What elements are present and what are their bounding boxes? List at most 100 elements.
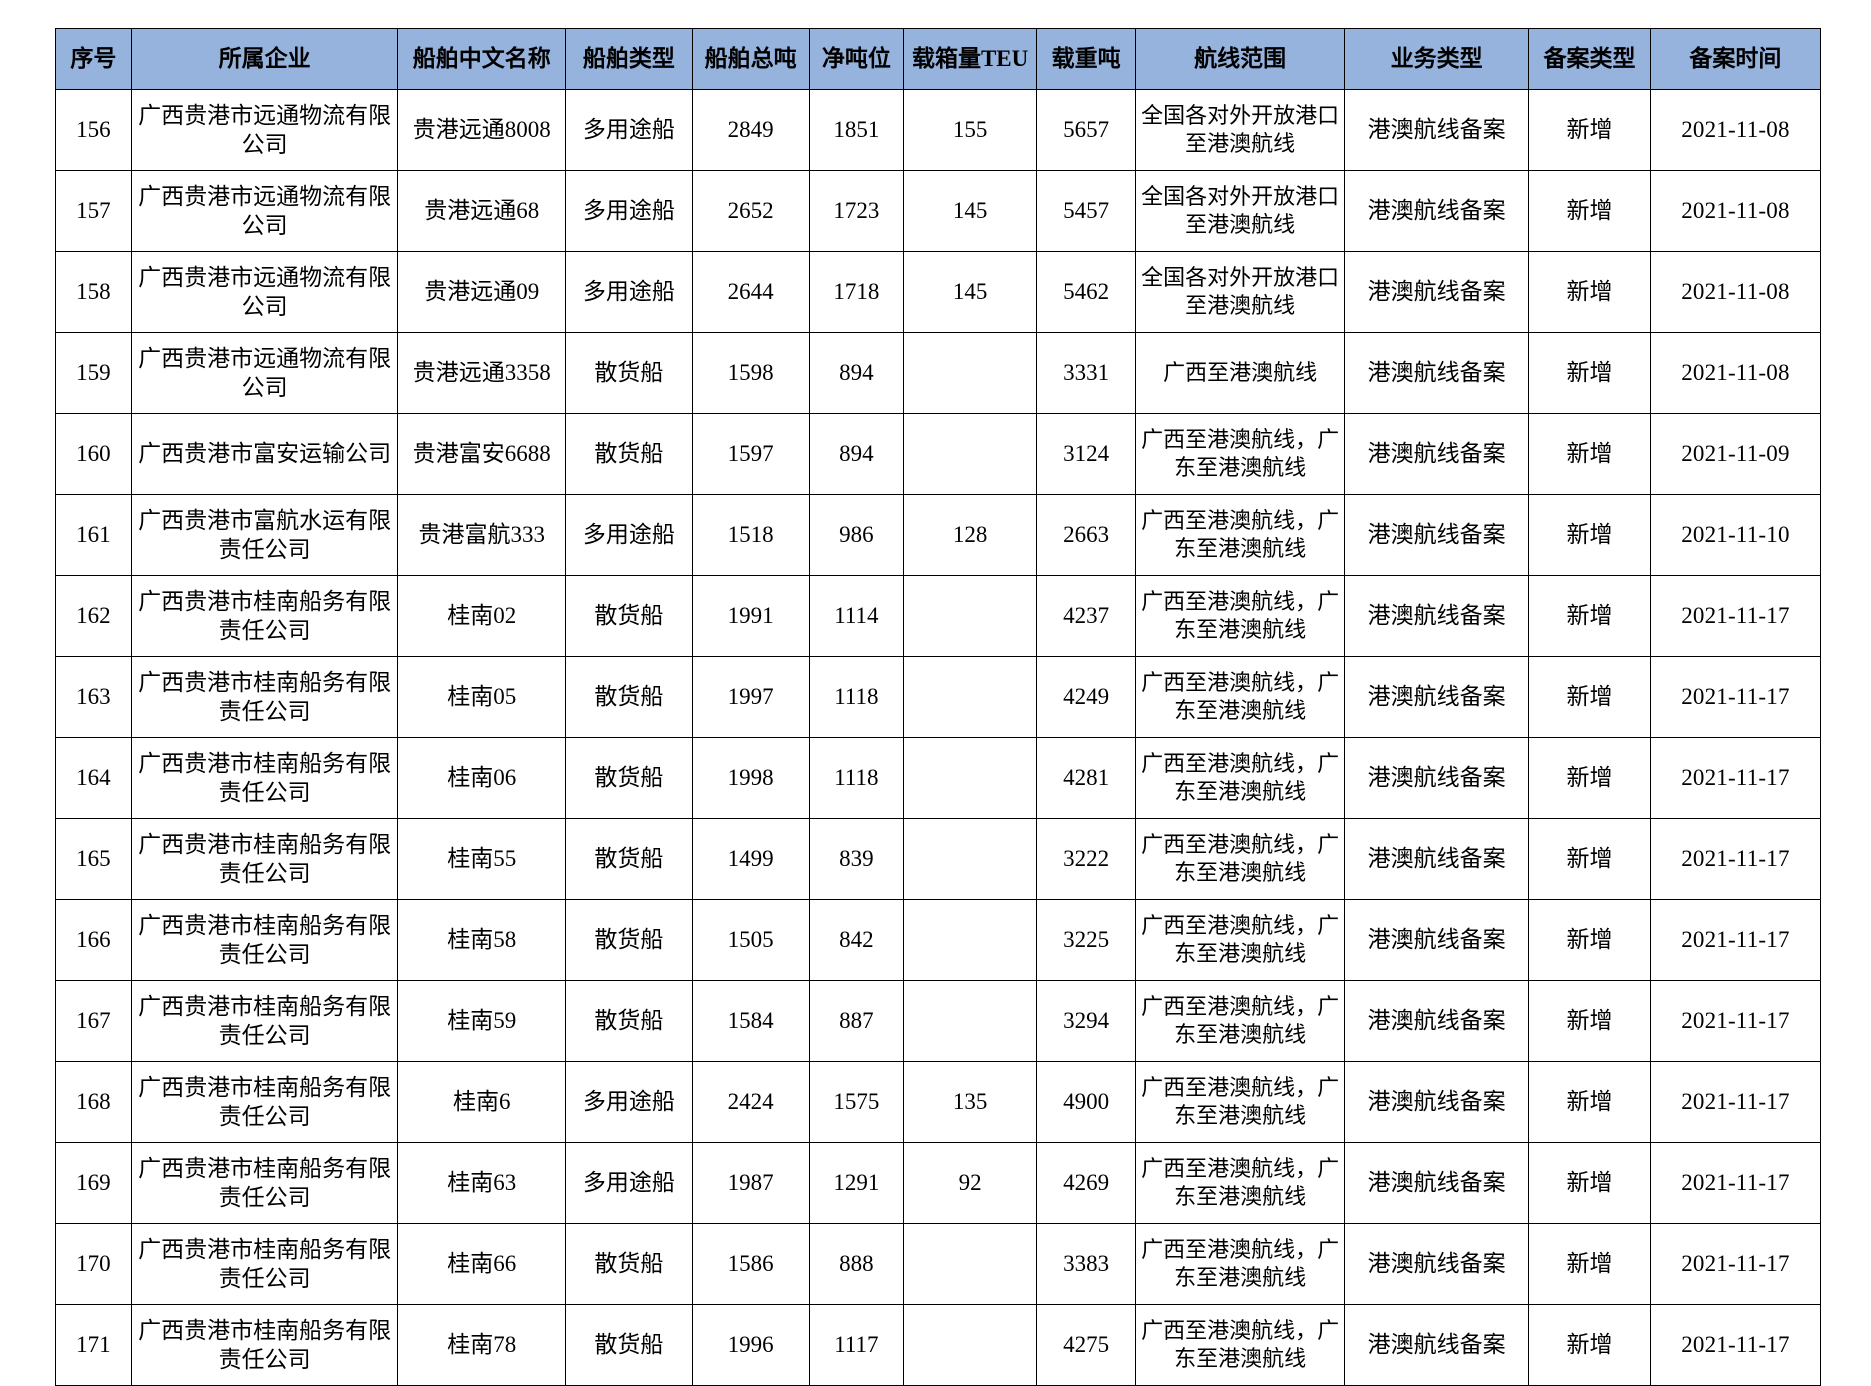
cell-teu: 145 (902, 251, 1038, 333)
table-row: 161 广西贵港市富航水运有限责任公司 贵港富航333 多用途船 1518 986 128 2… (55, 494, 1822, 576)
cell-rectype: 新增 (1528, 575, 1651, 657)
table-row: 157 广西贵港市远通物流有限公司 贵港远通68 多用途船 2652 1723 145 545… (55, 170, 1822, 252)
cell-route: 广西至港澳航线，广东至港澳航线 (1135, 575, 1346, 657)
cell-shiptype: 多用途船 (565, 89, 693, 171)
cell-seq: 163 (55, 656, 132, 738)
cell-net: 894 (808, 332, 904, 414)
table-row: 168 广西贵港市桂南船务有限责任公司 桂南6 多用途船 2424 1575 135 4900… (55, 1061, 1822, 1143)
cell-shipname: 贵港远通8008 (397, 89, 567, 171)
cell-company: 广西贵港市桂南船务有限责任公司 (130, 818, 399, 900)
cell-net: 1718 (808, 251, 904, 333)
cell-rectype: 新增 (1528, 251, 1651, 333)
cell-gross: 1996 (691, 1304, 810, 1386)
cell-net: 839 (808, 818, 904, 900)
column-header-rectype: 备案类型 (1528, 28, 1651, 90)
cell-company: 广西贵港市桂南船务有限责任公司 (130, 1223, 399, 1305)
cell-rectime: 2021-11-08 (1649, 332, 1822, 414)
cell-biz: 港澳航线备案 (1344, 980, 1530, 1062)
cell-company: 广西贵港市桂南船务有限责任公司 (130, 737, 399, 819)
cell-route: 广西至港澳航线，广东至港澳航线 (1135, 413, 1346, 495)
cell-seq: 160 (55, 413, 132, 495)
cell-net: 1723 (808, 170, 904, 252)
table-body: 156 广西贵港市远通物流有限公司 贵港远通8008 多用途船 2849 1851 155 5… (55, 89, 1822, 1386)
cell-gross: 1499 (691, 818, 810, 900)
cell-net: 1118 (808, 737, 904, 819)
cell-gross: 1586 (691, 1223, 810, 1305)
cell-gross: 1584 (691, 980, 810, 1062)
table-header-row: 序号 所属企业 船舶中文名称 船舶类型 船舶总吨 净吨位 载箱量TEU 载重吨 航线范围 业务类型… (55, 28, 1822, 90)
cell-route: 全国各对外开放港口至港澳航线 (1135, 251, 1346, 333)
cell-shiptype: 多用途船 (565, 1061, 693, 1143)
cell-rectype: 新增 (1528, 980, 1651, 1062)
cell-rectime: 2021-11-17 (1649, 980, 1822, 1062)
cell-biz: 港澳航线备案 (1344, 737, 1530, 819)
cell-shipname: 桂南05 (397, 656, 567, 738)
column-header-biz: 业务类型 (1344, 28, 1530, 90)
cell-dwt: 3222 (1036, 818, 1137, 900)
cell-teu (902, 575, 1038, 657)
cell-company: 广西贵港市远通物流有限公司 (130, 89, 399, 171)
cell-dwt: 3331 (1036, 332, 1137, 414)
cell-shipname: 桂南66 (397, 1223, 567, 1305)
cell-rectype: 新增 (1528, 1142, 1651, 1224)
cell-dwt: 4281 (1036, 737, 1137, 819)
cell-net: 888 (808, 1223, 904, 1305)
cell-shipname: 桂南6 (397, 1061, 567, 1143)
cell-dwt: 4269 (1036, 1142, 1137, 1224)
column-header-net: 净吨位 (808, 28, 904, 90)
cell-gross: 2652 (691, 170, 810, 252)
cell-gross: 1597 (691, 413, 810, 495)
cell-route: 广西至港澳航线，广东至港澳航线 (1135, 656, 1346, 738)
cell-rectime: 2021-11-17 (1649, 737, 1822, 819)
cell-route: 广西至港澳航线，广东至港澳航线 (1135, 980, 1346, 1062)
table-header: 序号 所属企业 船舶中文名称 船舶类型 船舶总吨 净吨位 载箱量TEU 载重吨 航线范围 业务类型… (55, 28, 1822, 90)
cell-dwt: 5462 (1036, 251, 1137, 333)
cell-seq: 161 (55, 494, 132, 576)
cell-company: 广西贵港市桂南船务有限责任公司 (130, 980, 399, 1062)
cell-seq: 162 (55, 575, 132, 657)
cell-biz: 港澳航线备案 (1344, 332, 1530, 414)
cell-rectime: 2021-11-17 (1649, 575, 1822, 657)
column-header-rectime: 备案时间 (1649, 28, 1822, 90)
cell-net: 986 (808, 494, 904, 576)
table-row: 170 广西贵港市桂南船务有限责任公司 桂南66 散货船 1586 888 3383 广西至港… (55, 1223, 1822, 1305)
cell-rectype: 新增 (1528, 656, 1651, 738)
table-row: 163 广西贵港市桂南船务有限责任公司 桂南05 散货船 1997 1118 4249 广西至… (55, 656, 1822, 738)
cell-shipname: 桂南55 (397, 818, 567, 900)
cell-route: 广西至港澳航线，广东至港澳航线 (1135, 737, 1346, 819)
cell-company: 广西贵港市桂南船务有限责任公司 (130, 575, 399, 657)
cell-seq: 156 (55, 89, 132, 171)
cell-shipname: 桂南78 (397, 1304, 567, 1386)
cell-shipname: 桂南02 (397, 575, 567, 657)
cell-gross: 1997 (691, 656, 810, 738)
cell-net: 1291 (808, 1142, 904, 1224)
cell-route: 全国各对外开放港口至港澳航线 (1135, 89, 1346, 171)
cell-route: 全国各对外开放港口至港澳航线 (1135, 170, 1346, 252)
cell-rectime: 2021-11-17 (1649, 818, 1822, 900)
cell-company: 广西贵港市桂南船务有限责任公司 (130, 1061, 399, 1143)
cell-shiptype: 散货船 (565, 899, 693, 981)
cell-seq: 164 (55, 737, 132, 819)
cell-seq: 171 (55, 1304, 132, 1386)
cell-net: 1117 (808, 1304, 904, 1386)
cell-seq: 165 (55, 818, 132, 900)
cell-shipname: 贵港富航333 (397, 494, 567, 576)
table-row: 166 广西贵港市桂南船务有限责任公司 桂南58 散货船 1505 842 3225 广西至港… (55, 899, 1822, 981)
cell-gross: 1991 (691, 575, 810, 657)
cell-net: 887 (808, 980, 904, 1062)
cell-biz: 港澳航线备案 (1344, 413, 1530, 495)
cell-shiptype: 多用途船 (565, 170, 693, 252)
cell-dwt: 4249 (1036, 656, 1137, 738)
cell-rectime: 2021-11-10 (1649, 494, 1822, 576)
cell-teu: 92 (902, 1142, 1038, 1224)
cell-gross: 1598 (691, 332, 810, 414)
cell-rectype: 新增 (1528, 332, 1651, 414)
cell-rectype: 新增 (1528, 89, 1651, 171)
table-row: 164 广西贵港市桂南船务有限责任公司 桂南06 散货船 1998 1118 4281 广西至… (55, 737, 1822, 819)
column-header-seq: 序号 (55, 28, 132, 90)
cell-route: 广西至港澳航线，广东至港澳航线 (1135, 899, 1346, 981)
cell-biz: 港澳航线备案 (1344, 899, 1530, 981)
cell-rectime: 2021-11-08 (1649, 251, 1822, 333)
cell-company: 广西贵港市富航水运有限责任公司 (130, 494, 399, 576)
cell-rectype: 新增 (1528, 1304, 1651, 1386)
